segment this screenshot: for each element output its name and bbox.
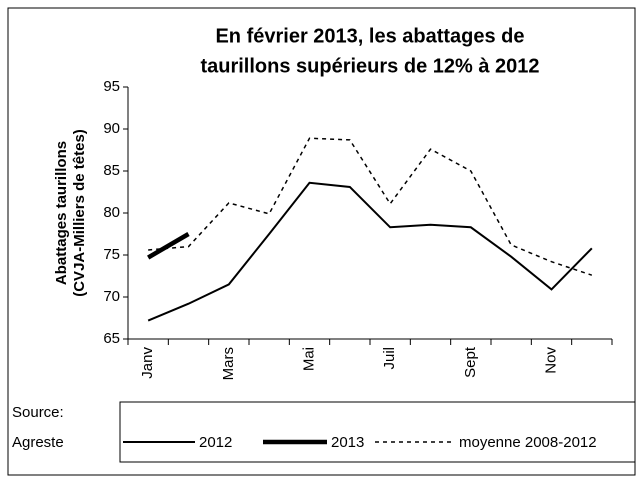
source-label: Source: [12, 404, 64, 421]
x-tick-label: Mai [300, 347, 317, 371]
y-tick-label: 70 [103, 288, 120, 305]
source-label: Agreste [12, 434, 64, 451]
x-tick-label: Janv [139, 347, 156, 379]
y-tick-label: 95 [103, 78, 120, 95]
x-tick-label: Nov [542, 347, 559, 374]
y-axis-label: Abattages taurillons [53, 141, 70, 285]
x-tick-label: Mars [220, 347, 237, 380]
x-tick-label: Juil [381, 347, 398, 370]
legend-label: 2013 [331, 434, 364, 451]
y-tick-label: 75 [103, 246, 120, 263]
y-axis-label: (CVJA-Milliers de têtes) [71, 129, 88, 297]
y-tick-label: 80 [103, 204, 120, 221]
line-series [147, 232, 190, 260]
legend-label: moyenne 2008-2012 [459, 434, 597, 451]
x-tick-label: Sept [462, 346, 479, 378]
legend [119, 401, 636, 463]
y-tick-label: 90 [103, 120, 120, 137]
line-series [147, 181, 593, 322]
chart-title: En février 2013, les abattages de [215, 25, 524, 47]
legend-label: 2012 [199, 434, 232, 451]
line-series [148, 137, 593, 276]
y-tick-label: 65 [103, 330, 120, 347]
y-tick-label: 85 [103, 162, 120, 179]
chart-title: taurillons supérieurs de 12% à 2012 [200, 55, 539, 77]
chart-frame [7, 7, 636, 476]
